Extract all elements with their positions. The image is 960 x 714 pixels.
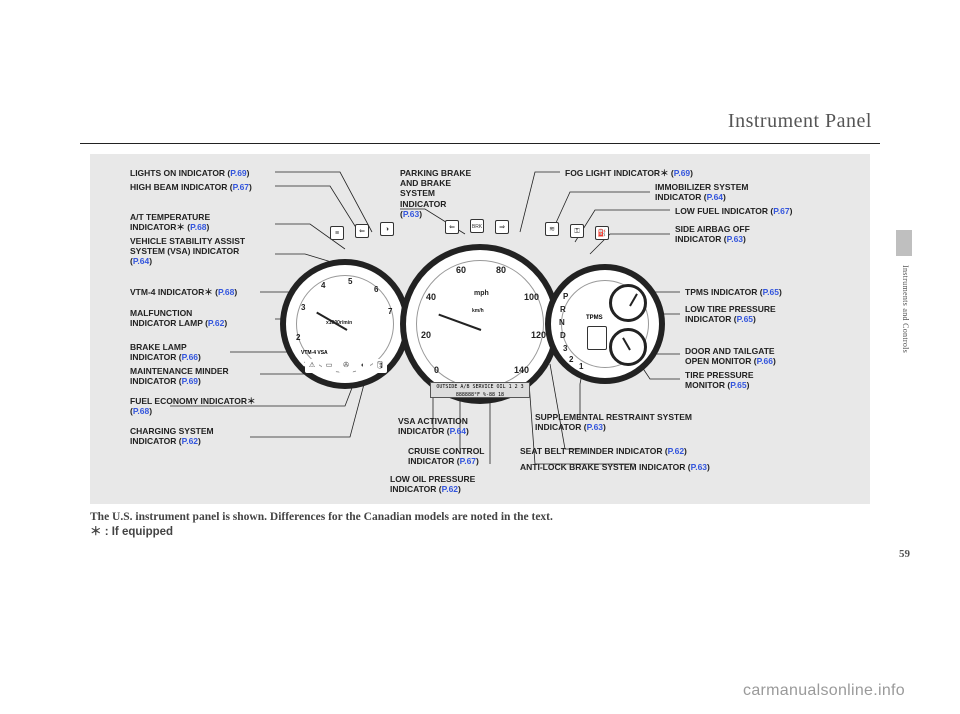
spd: 80: [496, 265, 506, 275]
page-number: 59: [899, 548, 910, 560]
page-title: Instrument Panel: [80, 110, 880, 133]
gauge-cluster: ≡ ⇐ ◑ ⇐ BRK ⇒ ≋ ⚿ ⛽ 1 2 3 4 5 6 7 x1000r…: [280, 244, 680, 414]
lbl-charging: CHARGING SYSTEMINDICATOR (P.62): [130, 426, 214, 446]
diagram: ≡ ⇐ ◑ ⇐ BRK ⇒ ≋ ⚿ ⛽ 1 2 3 4 5 6 7 x1000r…: [90, 154, 870, 504]
indicator-icon: BRK: [470, 219, 484, 233]
mph: mph: [474, 290, 489, 297]
battery-icon: ▭: [322, 359, 336, 373]
gear: 3: [563, 344, 567, 353]
fuel-temp-gauge: P R N D 3 2 1 TPMS: [545, 264, 665, 384]
lbl-oil: LOW OIL PRESSUREINDICATOR (P.62): [390, 474, 475, 494]
engine-icon: ✇: [339, 359, 353, 373]
indicator-icon: ⚿: [570, 224, 584, 238]
tach-val: 7: [388, 307, 392, 316]
tpms-text: TPMS: [586, 315, 603, 321]
gear: D: [560, 331, 566, 340]
tach-val: 2: [296, 333, 300, 342]
tach-val: 4: [321, 281, 325, 290]
gear: 2: [569, 355, 573, 364]
lcd-line1: OUTSIDE A/B SERVICE OIL 1 2 3: [431, 383, 529, 391]
side-section-label: Instruments and Controls: [901, 265, 910, 353]
lbl-fog: FOG LIGHT INDICATOR＊ (P.69): [565, 168, 693, 178]
tach-val: 5: [348, 277, 352, 286]
lbl-vsa: VEHICLE STABILITY ASSISTSYSTEM (VSA) IND…: [130, 236, 245, 267]
gear: 1: [579, 362, 583, 371]
tach-val: 6: [374, 285, 378, 294]
temp-gauge: [609, 328, 647, 366]
spd: 20: [421, 330, 431, 340]
spd: 0: [434, 365, 439, 375]
indicator-icon: ≋: [545, 222, 559, 236]
eco-icon: ◐: [356, 359, 370, 373]
indicator-icon: ⇒: [495, 220, 509, 234]
lcd-display: OUTSIDE A/B SERVICE OIL 1 2 3 888888°F %…: [430, 382, 530, 398]
indicator-icon: ⛽: [595, 226, 609, 240]
side-tab: [896, 230, 912, 256]
lbl-parking-brake: PARKING BRAKEAND BRAKESYSTEMINDICATOR(P.…: [400, 168, 471, 219]
caption-line1: The U.S. instrument panel is shown. Diff…: [90, 511, 553, 523]
indicator-icon: ◑: [380, 222, 394, 236]
lbl-seatbelt: SEAT BELT REMINDER INDICATOR (P.62): [520, 446, 687, 456]
spd: 140: [514, 365, 529, 375]
spd: 60: [456, 265, 466, 275]
lbl-side-airbag: SIDE AIRBAG OFFINDICATOR (P.63): [675, 224, 750, 244]
lbl-door: DOOR AND TAILGATEOPEN MONITOR (P.66): [685, 346, 776, 366]
speedometer: 0 20 40 60 80 100 120 140 mph km/h: [400, 244, 560, 404]
lbl-immobilizer: IMMOBILIZER SYSTEMINDICATOR (P.64): [655, 182, 749, 202]
title-rule: [80, 143, 880, 144]
spd: 120: [531, 330, 546, 340]
indicator-icon: ≡: [330, 226, 344, 240]
tach-val: 3: [301, 303, 305, 312]
lbl-malfunction: MALFUNCTIONINDICATOR LAMP (P.62): [130, 308, 227, 328]
lbl-at-temp: A/T TEMPERATUREINDICATOR＊ (P.68): [130, 212, 210, 232]
lbl-tpms: TPMS INDICATOR (P.65): [685, 287, 782, 297]
spd: 100: [524, 292, 539, 302]
lcd-line2: 888888°F %-88 18: [431, 391, 529, 399]
lbl-srs: SUPPLEMENTAL RESTRAINT SYSTEMINDICATOR (…: [535, 412, 692, 432]
lbl-fuel-econ: FUEL ECONOMY INDICATOR＊(P.68): [130, 396, 255, 416]
fuel-gauge: [609, 284, 647, 322]
lbl-vsa-act: VSA ACTIVATIONINDICATOR (P.64): [398, 416, 469, 436]
warn-icon: ⚠: [305, 359, 319, 373]
lbl-low-fuel: LOW FUEL INDICATOR (P.67): [675, 206, 792, 216]
lbl-maint-minder: MAINTENANCE MINDERINDICATOR (P.69): [130, 366, 229, 386]
watermark: carmanualsonline.info: [743, 682, 905, 700]
gear: R: [560, 305, 566, 314]
lbl-cruise: CRUISE CONTROLINDICATOR (P.67): [408, 446, 485, 466]
kmh: km/h: [472, 308, 484, 314]
page-container: Instrument Panel: [80, 110, 880, 540]
indicator-icon: ⇐: [355, 224, 369, 238]
indicator-icon: ⇐: [445, 220, 459, 234]
gear: N: [559, 318, 565, 327]
lbl-tire-mon: TIRE PRESSUREMONITOR (P.65): [685, 370, 754, 390]
door-monitor-icon: [587, 326, 607, 350]
lbl-abs: ANTI-LOCK BRAKE SYSTEM INDICATOR (P.63): [520, 462, 710, 472]
lbl-vtm4: VTM-4 INDICATOR＊ (P.68): [130, 287, 237, 297]
lbl-brake-lamp: BRAKE LAMPINDICATOR (P.66): [130, 342, 201, 362]
vtm4-text: VTM-4 VSA: [301, 350, 328, 356]
lbl-low-tire: LOW TIRE PRESSUREINDICATOR (P.65): [685, 304, 776, 324]
lbl-high-beam: HIGH BEAM INDICATOR (P.67): [130, 182, 252, 192]
caption-line2: ＊ : If equipped: [90, 526, 173, 538]
caption: The U.S. instrument panel is shown. Diff…: [80, 510, 880, 540]
lbl-lights-on: LIGHTS ON INDICATOR (P.69): [130, 168, 250, 178]
oil-icon: 🛢: [373, 359, 387, 373]
spd: 40: [426, 292, 436, 302]
gear: P: [563, 292, 568, 301]
